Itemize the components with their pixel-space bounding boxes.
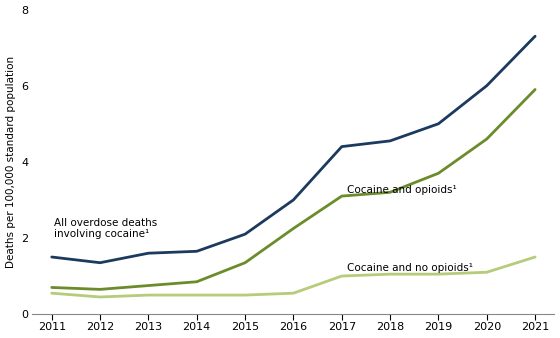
Text: Cocaine and no opioids¹: Cocaine and no opioids¹ xyxy=(347,263,473,273)
Text: Cocaine and opioids¹: Cocaine and opioids¹ xyxy=(347,185,456,195)
Y-axis label: Deaths per 100,000 standard population: Deaths per 100,000 standard population xyxy=(6,56,16,268)
Text: All overdose deaths
involving cocaine¹: All overdose deaths involving cocaine¹ xyxy=(54,218,157,239)
